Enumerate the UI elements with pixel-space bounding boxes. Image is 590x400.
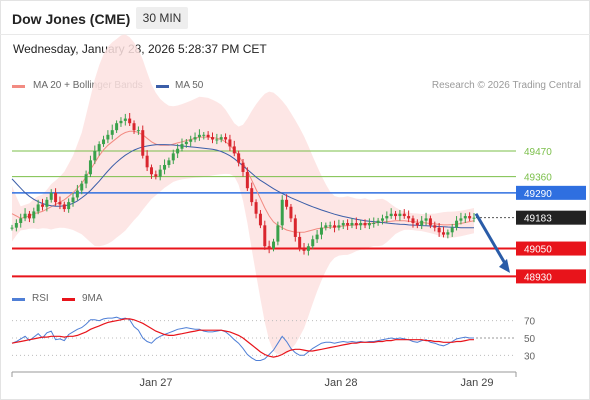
ma20-swatch bbox=[12, 85, 25, 88]
header: Dow Jones (CME) 30 MIN bbox=[0, 0, 590, 36]
research-credit: Research © 2026 Trading Central bbox=[431, 80, 581, 91]
legend-label-rsi: RSI bbox=[32, 293, 49, 304]
header-divider bbox=[0, 34, 590, 35]
legend-label-ma20: MA 20 + Bollinger Bands bbox=[33, 80, 143, 91]
chart-datetime: Wednesday, January 28, 2026 5:28:37 PM C… bbox=[13, 42, 267, 56]
legend-label-9ma: 9MA bbox=[82, 293, 103, 304]
ma50-swatch bbox=[156, 85, 169, 88]
rsi-swatch bbox=[12, 298, 25, 301]
9ma-swatch bbox=[62, 298, 75, 301]
timeframe-badge[interactable]: 30 MIN bbox=[136, 7, 188, 29]
legend-label-ma50: MA 50 bbox=[175, 80, 204, 91]
instrument-title: Dow Jones (CME) bbox=[12, 11, 131, 27]
